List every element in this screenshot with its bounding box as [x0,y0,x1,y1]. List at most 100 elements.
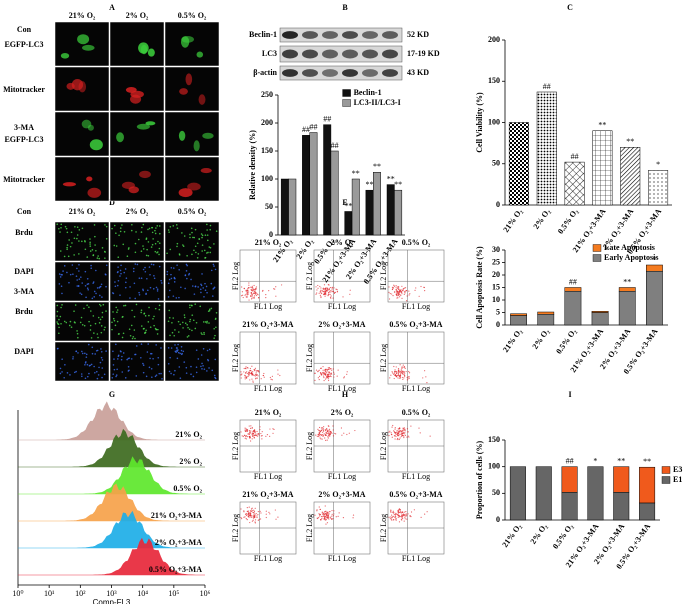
blot-band [302,69,318,77]
nucleus-dot [194,228,197,231]
event-dot [254,507,256,509]
event-dot [246,366,248,369]
event-dot [322,366,324,368]
event-dot [318,513,320,515]
event-dot [246,376,248,378]
significance: ## [569,277,577,286]
nucleus-dot [144,331,147,334]
nucleus-dot [206,320,208,323]
nucleus-dot [75,370,77,373]
event-dot [402,373,404,375]
event-dot [396,372,398,374]
event-dot [280,284,283,286]
nucleus-dot [208,309,211,312]
event-dot [402,378,404,380]
event-dot [249,512,251,514]
nucleus-dot [80,373,83,375]
cell-blob [136,123,150,130]
event-dot [324,434,326,436]
nucleus-dot [125,277,128,279]
event-dot [249,521,251,524]
event-dot [390,374,392,376]
event-dot [394,438,396,440]
event-dot [268,511,270,513]
event-dot [241,291,244,293]
event-dot [399,296,401,298]
y-tick-label: 200 [261,118,273,127]
event-dot [247,290,249,292]
blot-band [342,31,358,39]
event-dot [395,294,398,297]
histogram [18,483,205,522]
event-dot [401,366,403,368]
nucleus-dot [192,236,194,239]
event-dot [410,515,412,518]
bar [288,178,297,236]
blot-band [342,69,358,77]
nucleus-dot [145,293,147,295]
nucleus-dot [127,357,130,360]
event-dot [393,285,395,287]
event-dot [251,297,253,299]
bar [365,189,374,236]
nucleus-dot [196,256,199,259]
blot-band [322,49,338,59]
event-dot [254,430,256,433]
event-dot [400,430,402,432]
event-dot [265,513,267,515]
event-dot [243,510,245,512]
event-dot [319,437,321,439]
event-dot [250,516,252,518]
bar [302,135,311,236]
nucleus-dot [81,282,84,284]
bar [309,132,318,236]
nucleus-dot [186,336,189,338]
event-dot [331,286,333,288]
nucleus-dot [66,248,68,251]
event-dot [404,428,406,430]
event-dot [397,428,399,430]
flow-frame [239,249,297,303]
event-dot [332,435,335,437]
nucleus-dot [142,364,145,367]
event-dot [320,372,322,374]
nucleus-dot [193,293,196,295]
event-dot [322,512,324,514]
event-dot [335,288,337,290]
event-dot [331,518,333,520]
event-dot [250,432,252,434]
significance: * [656,160,660,169]
nucleus-dot [157,298,160,300]
nucleus-dot [111,377,114,379]
nucleus-dot [172,317,175,319]
plot-title: 2% O₂+3-MA [318,490,365,499]
event-dot [401,371,403,373]
nucleus-dot [206,349,209,352]
event-dot [420,516,422,518]
nucleus-dot [166,273,169,276]
event-dot [424,513,426,515]
nucleus-dot [94,244,96,246]
nucleus-dot [189,236,191,239]
event-dot [401,367,403,370]
event-dot [343,376,345,378]
event-dot [318,432,320,434]
event-dot [394,518,397,520]
event-dot [314,372,316,374]
nucleus-dot [77,285,80,287]
row-label: Con [17,207,32,216]
cell-blob [77,34,90,45]
nucleus-dot [78,229,81,231]
event-dot [324,295,326,297]
cell-blob [82,44,95,51]
event-dot [393,430,395,432]
event-dot [401,511,403,513]
event-dot [326,377,328,379]
nucleus-dot [56,347,59,350]
event-dot [327,430,329,432]
nucleus-dot [175,351,177,353]
micrograph [109,21,165,67]
nucleus-dot [166,252,168,255]
bar [620,147,641,206]
event-dot [247,286,250,289]
